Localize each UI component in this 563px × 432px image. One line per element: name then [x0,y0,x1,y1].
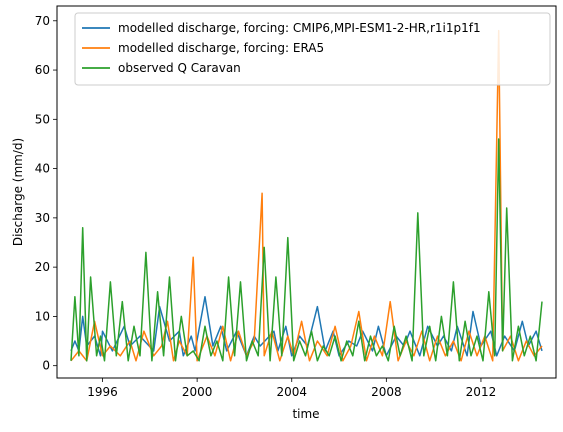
legend-box [74,12,551,86]
x-axis-label: time [292,407,319,421]
legend: modelled discharge, forcing: CMIP6,MPI-E… [74,12,551,86]
x-tick-label: 2000 [182,385,213,399]
y-tick-label: 60 [35,63,50,77]
series-line-3 [70,138,543,362]
y-tick-label: 40 [35,162,50,176]
x-tick-label: 2008 [371,385,402,399]
y-axis: 0 10 20 30 40 50 60 70 [35,14,57,373]
y-axis-label: Discharge (mm/d) [11,138,25,246]
x-tick-label: 2004 [276,385,307,399]
series-line-2 [70,29,543,362]
y-tick-label: 10 [35,309,50,323]
y-tick-label: 20 [35,260,50,274]
x-tick-label: 2012 [466,385,497,399]
legend-label-3: observed Q Caravan [118,61,241,75]
plot-frame [56,5,557,379]
plot-lines [70,29,543,362]
x-tick-label: 1996 [87,385,118,399]
series-line-1 [70,295,543,357]
y-tick-label: 0 [42,359,50,373]
legend-label-1: modelled discharge, forcing: CMIP6,MPI-E… [118,21,481,35]
y-tick-label: 70 [35,14,50,28]
y-tick-label: 30 [35,211,50,225]
legend-label-2: modelled discharge, forcing: ERA5 [118,41,324,55]
y-tick-label: 50 [35,112,50,126]
x-axis: 1996 2000 2004 2008 2012 [87,378,496,399]
